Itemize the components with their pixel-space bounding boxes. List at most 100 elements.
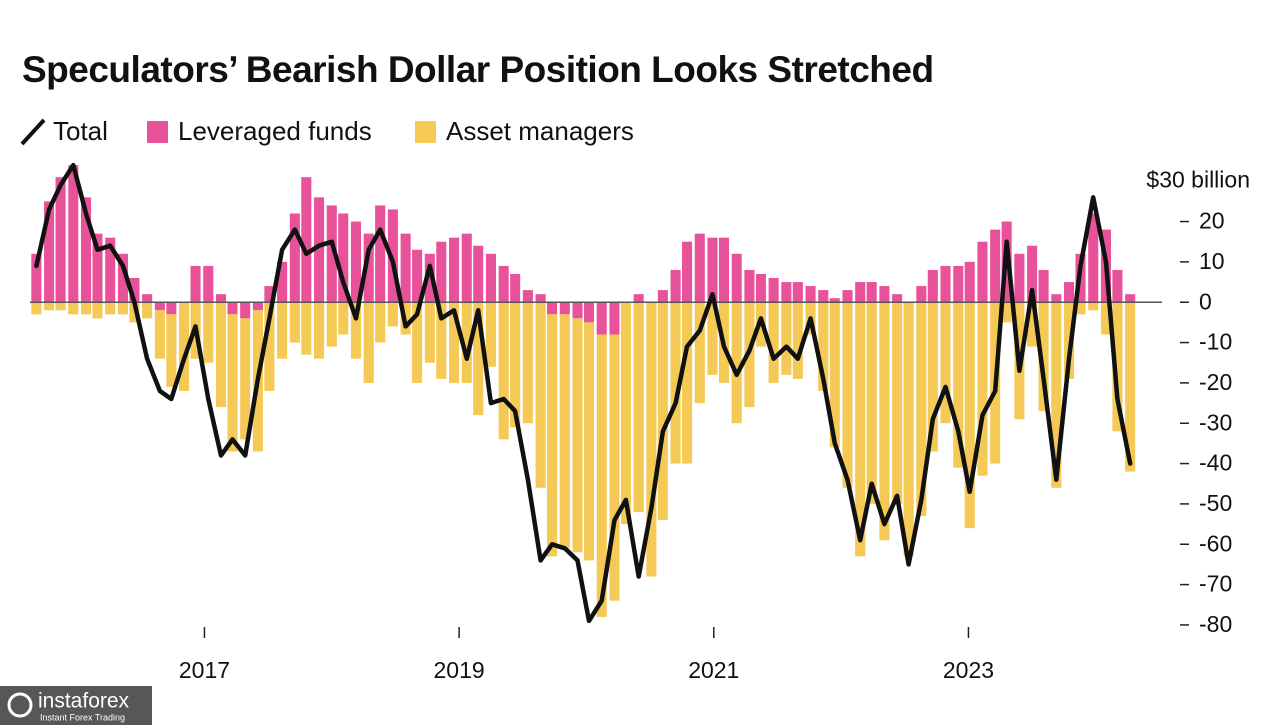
y-tick-label: -70 (1199, 571, 1232, 597)
bar (1038, 269, 1049, 303)
bar (227, 314, 238, 452)
bar (387, 302, 398, 327)
bar (68, 302, 79, 315)
bar (117, 302, 128, 315)
bar (842, 290, 853, 303)
bar (117, 253, 128, 303)
bar (179, 302, 190, 391)
bar (633, 294, 644, 303)
bar (781, 302, 792, 375)
y-tick-label: -20 (1199, 369, 1232, 395)
bar (805, 286, 816, 303)
bar (879, 302, 890, 541)
bar (154, 310, 165, 359)
bar (166, 314, 177, 387)
legend-swatch (147, 121, 168, 143)
bar (547, 302, 558, 315)
bar (326, 302, 337, 347)
bar (829, 298, 840, 303)
bar (1075, 302, 1086, 315)
bar (818, 290, 829, 303)
bar (314, 302, 325, 359)
bar (142, 302, 153, 319)
bar (646, 302, 657, 577)
bar (682, 302, 693, 464)
bar (620, 302, 631, 525)
bar (1051, 302, 1062, 488)
bar (80, 197, 92, 303)
bar (990, 229, 1001, 303)
chart-title: Speculators’ Bearish Dollar Position Loo… (22, 49, 934, 90)
bar (203, 265, 214, 303)
watermark-tagline: Instant Forex Trading (40, 712, 125, 722)
y-tick-label: 20 (1199, 208, 1225, 234)
bar (412, 302, 423, 383)
bar (400, 233, 411, 303)
x-tick-label: 2017 (179, 657, 230, 683)
bar (448, 237, 460, 303)
legend-label: Total (53, 116, 108, 146)
bar (264, 286, 275, 303)
bar (866, 282, 877, 303)
bar (363, 233, 374, 303)
bar (240, 318, 251, 440)
bar (1014, 253, 1025, 303)
bar (916, 302, 927, 517)
bar (855, 302, 866, 557)
bar (498, 265, 509, 303)
bar (842, 302, 853, 488)
bar (670, 302, 681, 464)
bar (375, 205, 386, 303)
bar (792, 302, 803, 379)
x-tick-label: 2019 (434, 657, 485, 683)
bar (154, 302, 165, 311)
bar (792, 282, 803, 303)
bar (1112, 269, 1123, 303)
bar (1038, 302, 1049, 412)
bar (916, 286, 927, 303)
bar (363, 302, 374, 383)
bar (1051, 294, 1062, 303)
bar (203, 302, 214, 363)
bar (510, 302, 521, 428)
legend-label: Leveraged funds (178, 116, 372, 146)
watermark: instaforex Instant Forex Trading (0, 686, 152, 725)
bar (252, 302, 263, 311)
bar (927, 269, 938, 303)
bar (927, 302, 938, 452)
bar (215, 302, 227, 408)
bar (498, 302, 509, 440)
bar (535, 294, 546, 303)
bar (326, 205, 337, 303)
bar (892, 294, 903, 303)
bar (953, 265, 964, 303)
bar (940, 265, 951, 303)
bar (1027, 302, 1038, 347)
bar (707, 302, 718, 375)
bar (1125, 302, 1136, 472)
bar (559, 314, 570, 549)
bar (633, 302, 644, 512)
bar (892, 302, 903, 504)
bar (338, 213, 349, 303)
y-tick-label: 10 (1199, 248, 1225, 274)
bar (92, 233, 103, 303)
bar (977, 302, 988, 476)
x-tick-label: 2021 (688, 657, 739, 683)
bar (1112, 302, 1123, 432)
bar (744, 269, 755, 303)
bar (289, 213, 300, 303)
bar (855, 282, 866, 303)
bar (1125, 294, 1136, 303)
bar (55, 177, 66, 303)
y-tick-label: -80 (1199, 611, 1232, 637)
bar (227, 302, 238, 315)
bar (105, 302, 116, 315)
bar (240, 302, 251, 319)
bar (866, 302, 877, 504)
bar (572, 318, 583, 553)
bar (105, 237, 116, 303)
legend-label: Asset managers (446, 116, 634, 146)
bar (977, 241, 988, 303)
bar (485, 253, 496, 303)
